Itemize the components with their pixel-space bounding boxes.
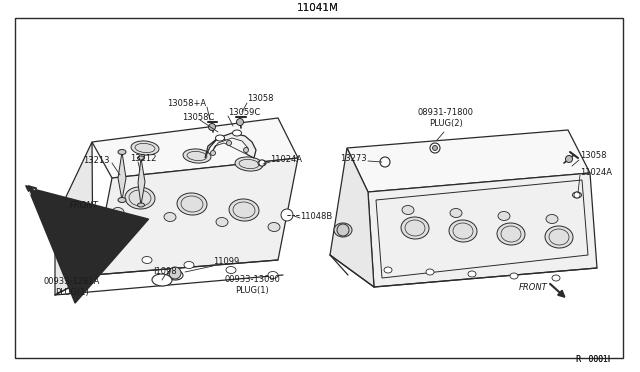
Text: 00933-13090
PLUG(1): 00933-13090 PLUG(1)	[224, 275, 280, 295]
Text: 13213: 13213	[83, 155, 110, 164]
Circle shape	[63, 243, 73, 253]
Polygon shape	[212, 138, 248, 154]
Text: 00933-1281A
PLUG(1): 00933-1281A PLUG(1)	[44, 277, 100, 297]
Circle shape	[209, 124, 216, 131]
Ellipse shape	[258, 160, 266, 166]
Text: FRONT: FRONT	[70, 201, 99, 209]
Ellipse shape	[152, 274, 172, 286]
Text: R   0001I: R 0001I	[576, 356, 610, 365]
Text: I1098: I1098	[153, 267, 177, 276]
Ellipse shape	[118, 198, 126, 202]
Ellipse shape	[118, 150, 126, 154]
Ellipse shape	[268, 222, 280, 231]
Circle shape	[211, 151, 216, 155]
Polygon shape	[138, 158, 145, 205]
Circle shape	[281, 209, 293, 221]
Text: 11024A: 11024A	[580, 167, 612, 176]
Ellipse shape	[498, 212, 510, 221]
Text: 13059C: 13059C	[228, 108, 260, 116]
Ellipse shape	[216, 218, 228, 227]
Text: 11099: 11099	[213, 257, 239, 266]
Ellipse shape	[164, 212, 176, 221]
Ellipse shape	[229, 199, 259, 221]
Ellipse shape	[167, 270, 183, 280]
Text: 13058C: 13058C	[182, 112, 214, 122]
Polygon shape	[93, 158, 298, 275]
Circle shape	[237, 119, 243, 125]
Circle shape	[76, 276, 84, 284]
Circle shape	[72, 272, 88, 288]
Polygon shape	[92, 118, 298, 178]
Ellipse shape	[216, 135, 225, 141]
Text: 13058: 13058	[580, 151, 607, 160]
Polygon shape	[55, 142, 93, 295]
Ellipse shape	[235, 157, 263, 171]
Circle shape	[169, 267, 181, 279]
Ellipse shape	[449, 220, 477, 242]
Ellipse shape	[545, 226, 573, 248]
Text: R   0001I: R 0001I	[576, 356, 610, 365]
Ellipse shape	[573, 192, 582, 198]
Text: 13058: 13058	[247, 93, 273, 103]
Ellipse shape	[138, 156, 145, 160]
Ellipse shape	[226, 266, 236, 273]
Polygon shape	[330, 148, 374, 287]
Circle shape	[566, 155, 573, 163]
Text: 11048B: 11048B	[300, 212, 332, 221]
Ellipse shape	[546, 215, 558, 224]
Circle shape	[574, 192, 580, 198]
Ellipse shape	[401, 217, 429, 239]
Ellipse shape	[61, 243, 75, 253]
Ellipse shape	[177, 193, 207, 215]
Ellipse shape	[112, 208, 124, 217]
Ellipse shape	[426, 269, 434, 275]
Circle shape	[227, 141, 232, 145]
Ellipse shape	[138, 203, 145, 207]
Ellipse shape	[142, 257, 152, 263]
Ellipse shape	[232, 130, 241, 136]
Ellipse shape	[184, 262, 194, 269]
Circle shape	[259, 160, 265, 166]
Text: 11024A: 11024A	[270, 154, 302, 164]
Ellipse shape	[183, 149, 211, 163]
Circle shape	[337, 224, 349, 236]
Ellipse shape	[552, 275, 560, 281]
Circle shape	[380, 157, 390, 167]
Polygon shape	[368, 173, 597, 287]
Text: 11041M: 11041M	[297, 3, 339, 13]
Ellipse shape	[100, 251, 110, 259]
Ellipse shape	[510, 273, 518, 279]
Polygon shape	[347, 130, 590, 192]
Polygon shape	[118, 152, 126, 200]
Ellipse shape	[384, 267, 392, 273]
Circle shape	[433, 145, 438, 151]
Text: 13273: 13273	[340, 154, 367, 163]
Ellipse shape	[468, 271, 476, 277]
Ellipse shape	[125, 187, 155, 209]
Ellipse shape	[334, 223, 352, 237]
Text: 08931-71800
PLUG(2): 08931-71800 PLUG(2)	[418, 108, 474, 128]
Ellipse shape	[450, 208, 462, 218]
Text: FRONT: FRONT	[519, 283, 548, 292]
Text: 13212: 13212	[130, 154, 156, 163]
Ellipse shape	[131, 141, 159, 155]
Ellipse shape	[402, 205, 414, 215]
Circle shape	[243, 148, 248, 153]
Ellipse shape	[268, 272, 278, 279]
Polygon shape	[205, 133, 256, 158]
Text: 13058+A: 13058+A	[167, 99, 206, 108]
Circle shape	[430, 143, 440, 153]
Ellipse shape	[497, 223, 525, 245]
Text: 11041M: 11041M	[297, 3, 339, 13]
